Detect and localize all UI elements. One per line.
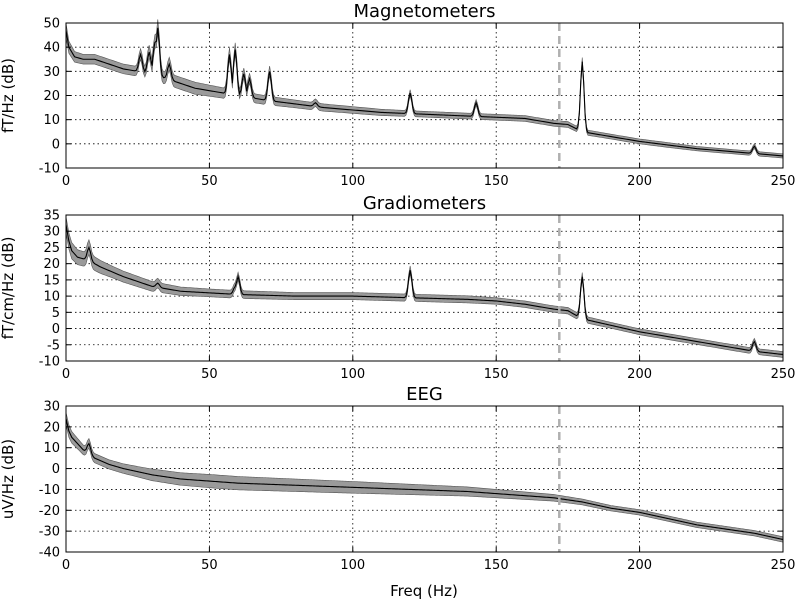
x-tick-label: 200: [627, 367, 652, 382]
y-tick-label: -40: [39, 546, 60, 561]
y-tick-label: 10: [43, 290, 60, 305]
y-axis-label: fT/cm/Hz (dB): [0, 237, 17, 340]
x-tick-label: 100: [340, 174, 365, 189]
panel-title: Gradiometers: [363, 193, 486, 214]
x-tick-label: 150: [484, 558, 509, 573]
y-tick-label: 25: [43, 241, 60, 256]
y-tick-label: 20: [43, 89, 60, 104]
y-tick-label: 35: [43, 209, 60, 224]
plot-frame: [65, 214, 784, 362]
y-tick-label: 30: [43, 65, 60, 80]
x-tick-label: 150: [484, 174, 509, 189]
panels: 0 50 100 150 200 250-1001020304050Magnetomete…: [0, 1, 795, 573]
x-tick-label: 250: [771, 558, 796, 573]
x-tick-label: 50: [201, 367, 218, 382]
y-tick-label: -20: [39, 504, 60, 519]
y-tick-label: -10: [39, 483, 60, 498]
series-mean-line: [65, 27, 784, 157]
panel-0: 0 50 100 150 200 250-1001020304050Magnetomete…: [0, 1, 795, 189]
y-tick-label: 10: [43, 441, 60, 456]
panel-title: EEG: [406, 384, 443, 405]
series-band: [65, 412, 784, 543]
y-tick-label: -5: [47, 338, 60, 353]
x-tick-label: 0: [62, 367, 70, 382]
x-tick-label: 200: [627, 558, 652, 573]
y-axis-label: fT/Hz (dB): [0, 58, 17, 133]
series-mean-line: [65, 224, 784, 356]
x-tick-label: 50: [201, 174, 218, 189]
x-tick-label: 0: [62, 174, 70, 189]
y-tick-label: 20: [43, 257, 60, 272]
x-tick-label: 250: [771, 174, 796, 189]
panel-title: Magnetometers: [353, 1, 495, 22]
y-tick-label: -10: [39, 162, 60, 177]
series-band: [65, 19, 784, 159]
x-tick-label: 100: [340, 367, 365, 382]
x-tick-label: 200: [627, 174, 652, 189]
x-tick-label: 250: [771, 367, 796, 382]
y-tick-label: -30: [39, 525, 60, 540]
plot-frame: [65, 405, 784, 553]
y-tick-label: 40: [43, 41, 60, 56]
y-tick-label: 15: [43, 273, 60, 288]
y-tick-label: -10: [39, 355, 60, 370]
x-tick-label: 100: [340, 558, 365, 573]
y-tick-label: 0: [52, 462, 60, 477]
x-tick-label: 50: [201, 558, 218, 573]
y-tick-label: 0: [52, 137, 60, 152]
y-tick-label: 10: [43, 113, 60, 128]
y-tick-label: 0: [52, 322, 60, 337]
x-axis-label: Freq (Hz): [390, 582, 458, 600]
y-tick-label: 20: [43, 420, 60, 435]
y-tick-label: 50: [43, 17, 60, 32]
y-tick-label: 30: [43, 225, 60, 240]
panel-2: 0 50 100 150 200 250 -40 -30 -20 -10 0 10 20 30 EEG uV/…: [0, 384, 795, 573]
panel-1: 0 50 100 150 200 250-10-505101520253035Gradio…: [0, 193, 795, 382]
x-tick-label: 0: [62, 558, 70, 573]
y-axis-label: uV/Hz (dB): [0, 439, 17, 519]
y-tick-label: 30: [43, 400, 60, 415]
series-band: [65, 216, 784, 358]
series-mean-line: [65, 418, 784, 541]
x-tick-label: 150: [484, 367, 509, 382]
y-tick-label: 5: [52, 306, 60, 321]
